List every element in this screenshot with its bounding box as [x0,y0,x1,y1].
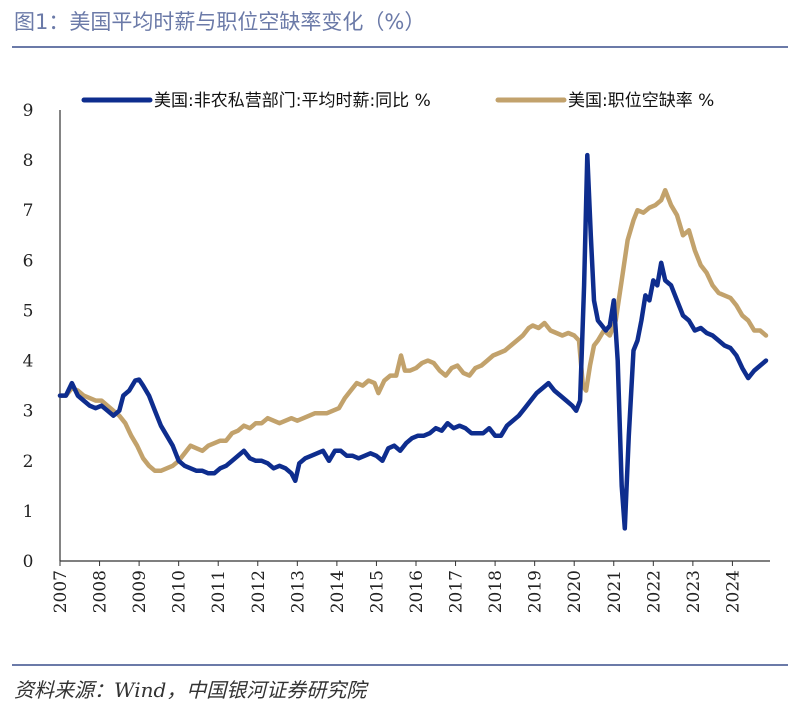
y-tick-label: 7 [23,201,34,221]
title-rule [12,46,788,48]
y-tick-label: 5 [23,301,34,321]
y-tick-label: 3 [23,402,34,422]
x-tick-label: 2018 [486,570,506,613]
y-tick-label: 6 [23,251,34,271]
x-tick-label: 2023 [684,570,704,613]
x-tick-label: 2010 [170,570,190,613]
x-tick-label: 2019 [526,570,546,613]
x-tick-label: 2014 [328,570,348,613]
x-tick-label: 2013 [288,570,308,613]
x-tick-label: 2012 [249,570,269,613]
y-tick-label: 4 [23,352,34,372]
chart-axes: 0 1 2 3 4 5 6 7 8 9 2007 2008 2009 2010 2011 2012 2013 20… [23,101,770,613]
y-tick-label: 9 [23,101,34,121]
legend-label: 美国:职位空缺率 % [568,91,714,111]
x-tick-label: 2016 [407,570,427,613]
x-tick-label: 2022 [644,570,664,613]
source-note: 资料来源：Wind，中国银河证券研究院 [14,678,367,702]
series-line-wage [57,152,769,531]
figure-title: 图1：美国平均时薪与职位空缺率变化（%） [14,10,426,34]
x-tick-label: 2024 [723,570,743,613]
x-tick-label: 2007 [51,570,71,613]
x-tick-label: 2015 [367,570,387,613]
y-tick-label: 8 [23,151,34,171]
legend-label: 美国:非农私营部门:平均时薪:同比 % [154,91,431,111]
x-tick-label: 2020 [565,570,585,613]
y-tick-label: 2 [23,452,34,472]
source-rule [12,664,788,666]
series-line-vacancy [57,187,769,474]
x-tick-label: 2009 [130,570,150,613]
y-tick-label: 0 [23,552,34,572]
x-tick-label: 2011 [209,570,229,613]
chart-legend: 美国:非农私营部门:平均时薪:同比 % 美国:职位空缺率 % [81,91,714,111]
chart-series [57,152,769,531]
y-tick-label: 1 [23,502,34,522]
x-tick-label: 2017 [447,570,467,613]
x-tick-label: 2008 [91,570,111,613]
x-tick-label: 2021 [605,570,625,613]
